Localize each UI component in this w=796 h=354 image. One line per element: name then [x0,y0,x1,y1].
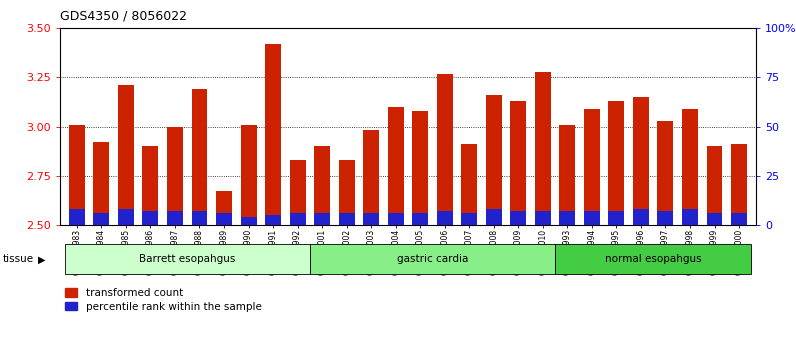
Bar [535,211,551,225]
Text: normal esopahgus: normal esopahgus [605,254,701,264]
Bar [118,85,134,225]
Bar [707,213,723,225]
Bar [363,213,379,225]
Bar [216,213,232,225]
Bar [290,213,306,225]
Text: GDS4350 / 8056022: GDS4350 / 8056022 [60,10,187,23]
Bar [290,160,306,225]
Bar [192,211,208,225]
Bar [338,213,354,225]
Bar [142,211,158,225]
Bar [69,125,85,225]
Bar [265,44,281,225]
Bar [167,211,183,225]
Text: ▶: ▶ [38,254,45,264]
Bar [633,97,649,225]
Text: Barrett esopahgus: Barrett esopahgus [139,254,236,264]
Bar [633,209,649,225]
Bar [486,209,501,225]
Bar [682,109,698,225]
Bar [560,211,576,225]
Bar [437,211,453,225]
Bar [240,125,256,225]
Bar [731,144,747,225]
Bar [584,109,600,225]
Bar [216,192,232,225]
Bar [510,101,526,225]
Bar [608,101,624,225]
Bar [462,144,478,225]
Bar [535,72,551,225]
Bar [707,146,723,225]
FancyBboxPatch shape [555,244,751,274]
Bar [314,213,330,225]
Bar [657,121,673,225]
Bar [437,74,453,225]
Bar [412,213,428,225]
Bar [192,89,208,225]
FancyBboxPatch shape [64,244,310,274]
Bar [314,146,330,225]
Bar [118,209,134,225]
Bar [338,160,354,225]
Bar [240,217,256,225]
Bar [486,95,501,225]
Text: gastric cardia: gastric cardia [396,254,468,264]
Bar [560,125,576,225]
Legend: transformed count, percentile rank within the sample: transformed count, percentile rank withi… [65,289,262,312]
Bar [412,111,428,225]
Bar [93,142,109,225]
Bar [731,213,747,225]
Bar [584,211,600,225]
Bar [657,211,673,225]
Bar [462,213,478,225]
Bar [363,131,379,225]
Bar [608,211,624,225]
FancyBboxPatch shape [310,244,555,274]
Bar [388,107,404,225]
Bar [142,146,158,225]
Bar [388,213,404,225]
Bar [682,209,698,225]
Bar [167,127,183,225]
Bar [69,209,85,225]
Bar [510,211,526,225]
Text: tissue: tissue [2,254,33,264]
Bar [265,215,281,225]
Bar [93,213,109,225]
